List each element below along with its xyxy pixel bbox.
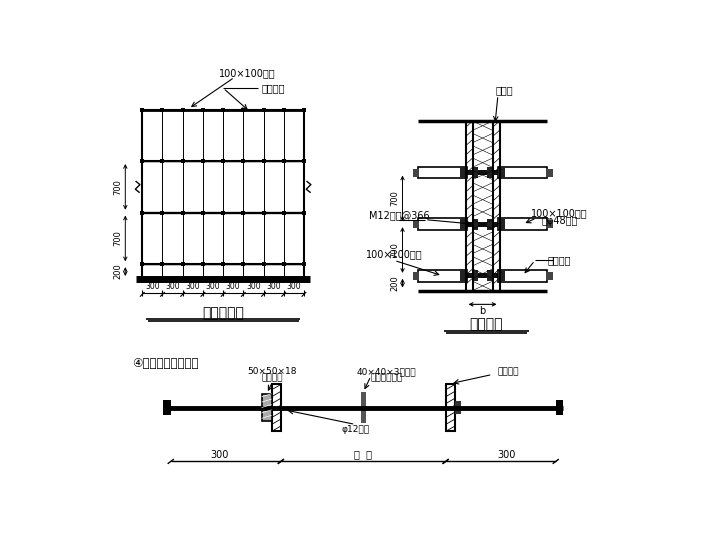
Text: 700: 700 [113,231,122,246]
Bar [418,218,467,230]
Text: 300: 300 [165,282,180,291]
Bar [412,272,419,279]
Bar [498,270,547,282]
Text: 100×100木枋: 100×100木枋 [219,68,276,78]
Text: （双面焊接）: （双面焊接） [370,373,403,382]
Text: 300: 300 [206,282,220,291]
Bar [487,270,493,281]
Bar [419,273,546,278]
Bar [419,170,546,175]
Bar [412,221,419,228]
Text: 或φ48钢管: 或φ48钢管 [541,216,578,226]
Text: 墙剖面图: 墙剖面图 [470,318,503,332]
Bar [460,167,465,178]
Text: 300: 300 [211,450,229,460]
Bar [419,222,546,227]
Bar [500,219,505,230]
Text: 木板垫片: 木板垫片 [262,373,283,382]
Bar [546,221,553,228]
Bar [460,219,465,230]
Text: 200: 200 [391,276,399,291]
Text: 700: 700 [391,190,399,207]
Bar [546,169,553,176]
Text: 胶合板: 胶合板 [496,85,513,95]
Text: 300: 300 [185,282,200,291]
Text: 700: 700 [113,179,122,195]
Bar [460,270,465,281]
Bar [498,218,547,230]
Text: 300: 300 [246,282,261,291]
Text: 50×50×18: 50×50×18 [247,367,297,376]
Bar [487,167,493,178]
Text: φ12螺栓: φ12螺栓 [341,424,369,433]
Bar [472,167,478,178]
Bar [472,219,478,230]
Text: 100×100木枋: 100×100木枋 [366,249,422,259]
Bar [487,219,493,230]
Bar [418,270,467,282]
Text: 300: 300 [286,282,301,291]
Text: 700: 700 [391,242,399,258]
Bar [472,270,478,281]
Text: 300: 300 [266,282,281,291]
Text: 拉紧扣件: 拉紧扣件 [262,83,285,93]
Bar [418,167,467,179]
Text: ④止水螺栓示意图：: ④止水螺栓示意图： [133,357,199,370]
Bar [455,402,461,414]
Text: 壁  厚: 壁 厚 [354,450,372,460]
Bar [498,167,547,179]
Bar [271,384,281,431]
Bar [262,394,271,422]
Bar [412,169,419,176]
Bar [500,167,505,178]
Text: 300: 300 [498,450,516,460]
Bar [446,384,455,431]
Bar [262,394,271,422]
Bar [556,400,563,416]
Text: 200: 200 [113,264,122,279]
Text: 300: 300 [145,282,159,291]
Text: 拉紧扣件: 拉紧扣件 [548,255,571,265]
Text: b: b [479,306,486,315]
Text: M12螺栓@366: M12螺栓@366 [369,210,430,220]
Bar [500,270,505,281]
Bar [361,392,366,423]
Text: 100×100木枋: 100×100木枋 [532,208,588,218]
Text: 墙模立面图: 墙模立面图 [202,306,244,320]
Bar [163,400,171,416]
Text: 300: 300 [226,282,240,291]
Text: 墙体模板: 墙体模板 [497,367,519,376]
Bar [546,272,553,279]
Text: 40×40×3止水片: 40×40×3止水片 [357,367,416,376]
